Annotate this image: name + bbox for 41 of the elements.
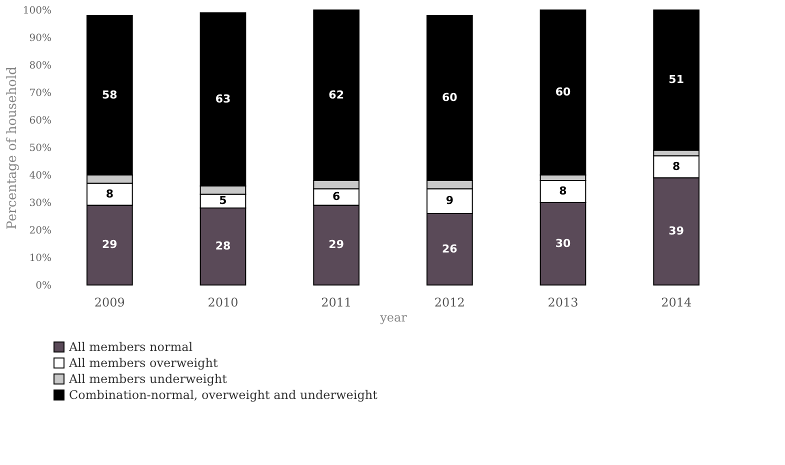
y-tick-label: 70%	[29, 88, 52, 99]
y-tick-label: 90%	[29, 33, 52, 44]
y-tick-label: 20%	[29, 226, 52, 236]
y-tick-label: 60%	[29, 116, 52, 126]
legend-label: All members normal	[68, 340, 193, 354]
data-label: 51	[668, 73, 684, 86]
legend-label: Combination-normal, overweight and underweight	[69, 388, 378, 402]
data-label: 8	[672, 160, 680, 173]
data-label: 28	[215, 240, 231, 252]
x-tick-label: 2011	[321, 296, 352, 310]
y-tick-label: 0%	[36, 280, 52, 292]
y-tick-label: 100%	[22, 6, 52, 16]
legend-label: All members underweight	[68, 372, 228, 386]
data-label: 29	[328, 238, 344, 252]
data-label: 60	[442, 91, 458, 104]
y-tick-label: 10%	[29, 253, 52, 264]
data-label: 39	[668, 224, 684, 238]
y-tick-label: 40%	[29, 170, 52, 182]
data-label: 26	[442, 242, 458, 256]
data-label: 8	[559, 184, 567, 198]
data-label: 58	[102, 88, 118, 102]
data-label: 9	[446, 194, 454, 208]
x-axis-title: year	[379, 310, 408, 324]
data-label: 62	[328, 88, 344, 102]
y-tick-label: 30%	[29, 198, 52, 209]
y-tick-label: 50%	[29, 143, 52, 154]
x-tick-label: 2010	[208, 296, 238, 310]
data-label: 63	[215, 92, 231, 106]
data-label: 60	[555, 86, 571, 98]
legend-label: All members overweight	[68, 356, 218, 370]
x-tick-label: 2013	[548, 296, 578, 310]
data-label: 29	[102, 238, 118, 252]
y-axis-title: Percentage of household	[4, 66, 20, 230]
data-label: 6	[332, 190, 341, 203]
data-label: 5	[219, 194, 227, 208]
x-tick-label: 2014	[661, 296, 692, 310]
x-tick-label: 2009	[94, 296, 125, 310]
x-tick-label: 2012	[434, 296, 465, 310]
data-label: 30	[555, 236, 571, 250]
data-label: 8	[106, 187, 114, 200]
y-tick-label: 80%	[29, 60, 52, 72]
